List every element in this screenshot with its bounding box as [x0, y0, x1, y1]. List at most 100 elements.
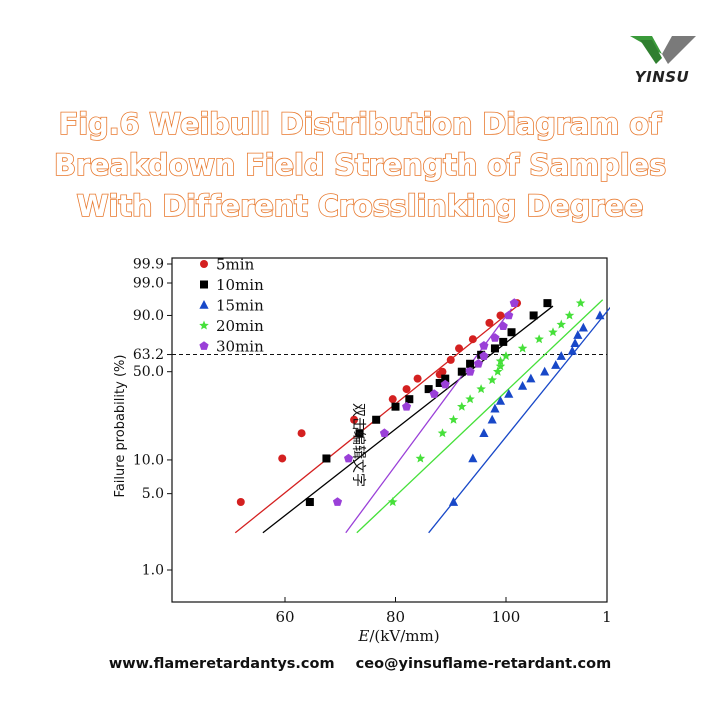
- figure-title: Fig.6 Weibull Distribution Diagram of Br…: [0, 104, 720, 227]
- yinsu-logo-mark-icon: [630, 36, 696, 64]
- data-point-15min: [556, 351, 566, 360]
- data-point-15min: [595, 310, 605, 320]
- y-tick-label: 5.0: [142, 486, 164, 502]
- data-point-5min: [413, 374, 422, 383]
- data-point-10min: [405, 395, 414, 404]
- data-point-20min: [465, 394, 475, 404]
- x-tick-label: 80: [386, 608, 405, 626]
- data-point-10min: [466, 359, 475, 368]
- data-point-5min: [446, 355, 455, 364]
- chart-legend: 5min 10min 15min 20min 30min: [199, 256, 264, 356]
- legend-marker-10min: [200, 280, 208, 289]
- data-point-5min: [350, 415, 359, 424]
- legend-label-30min: 30min: [216, 338, 264, 356]
- data-point-15min: [540, 366, 550, 376]
- weibull-chart: 1.0 5.0 10.0 50.063.2 90.0 99.0 99.9 60 80 100 120…: [113, 256, 610, 645]
- data-point-15min: [578, 322, 588, 332]
- data-point-20min: [493, 366, 503, 376]
- data-point-30min: [509, 298, 519, 307]
- data-point-10min: [499, 337, 508, 346]
- x-axis-label-unit: /(kV/mm): [369, 627, 439, 645]
- x-tick-label: 120: [602, 608, 610, 626]
- data-point-20min: [388, 497, 398, 507]
- x-axis-label: E/(kV/mm): [357, 627, 439, 645]
- y-tick-label: 10.0: [133, 452, 164, 468]
- data-point-20min: [534, 334, 544, 344]
- data-point-15min: [490, 403, 500, 413]
- data-point-20min: [457, 401, 467, 411]
- legend-label-15min: 15min: [216, 297, 264, 315]
- data-point-30min: [379, 428, 389, 438]
- title-line-2: Breakdown Field Strength of Samples: [53, 147, 667, 183]
- data-point-20min: [495, 356, 506, 366]
- data-points: [236, 298, 605, 507]
- data-point-15min: [573, 330, 583, 339]
- data-point-30min: [344, 453, 354, 463]
- y-tick-label: 99.9: [133, 257, 164, 273]
- y-axis-label: Failure probability (%): [113, 355, 128, 498]
- fit-line-30min: [345, 308, 513, 534]
- annotation-text: 双击编辑文字: [350, 403, 366, 487]
- legend-label-20min: 20min: [216, 317, 264, 335]
- data-point-20min: [415, 453, 426, 463]
- data-point-15min: [468, 453, 478, 463]
- legend-marker-15min: [199, 300, 209, 309]
- data-point-15min: [570, 338, 580, 348]
- data-point-10min: [305, 498, 314, 507]
- data-point-10min: [372, 415, 381, 424]
- data-point-20min: [448, 414, 459, 424]
- legend-label-10min: 10min: [216, 276, 264, 294]
- data-point-30min: [504, 310, 514, 320]
- data-point-5min: [297, 429, 306, 438]
- data-point-20min: [517, 343, 528, 353]
- legend-label-5min: 5min: [216, 256, 255, 274]
- data-point-5min: [236, 498, 245, 507]
- data-point-10min: [490, 344, 499, 353]
- data-point-10min: [507, 328, 516, 337]
- data-point-30min: [465, 366, 475, 376]
- data-point-20min: [548, 327, 558, 337]
- data-point-5min: [455, 344, 464, 353]
- plot-frame: [171, 257, 608, 603]
- data-point-20min: [575, 298, 586, 308]
- data-point-30min: [498, 321, 508, 330]
- y-tick-label: 63.2: [133, 347, 164, 363]
- data-point-10min: [529, 311, 538, 320]
- data-point-20min: [564, 310, 575, 320]
- chart-axes: 1.0 5.0 10.0 50.063.2 90.0 99.0 99.9 60 80 100 120: [133, 257, 610, 627]
- data-point-15min: [448, 497, 459, 506]
- data-point-30min: [490, 333, 500, 342]
- data-point-15min: [551, 360, 561, 369]
- brand-name: YINSU: [634, 68, 690, 86]
- legend-marker-30min: [199, 341, 209, 350]
- data-point-30min: [479, 341, 489, 350]
- data-point-15min: [487, 414, 497, 424]
- data-point-30min: [479, 351, 489, 360]
- data-point-15min: [495, 395, 506, 405]
- website-link[interactable]: www.flameretardantys.com: [108, 656, 335, 672]
- data-point-10min: [355, 429, 364, 438]
- data-point-10min: [441, 374, 450, 383]
- footer: www.flameretardantys.com ceo@yinsuflame-…: [0, 656, 720, 672]
- data-point-20min: [476, 384, 486, 394]
- data-point-5min: [485, 318, 494, 327]
- data-point-20min: [495, 361, 506, 371]
- data-point-15min: [517, 380, 528, 390]
- data-point-20min: [437, 428, 448, 438]
- y-tick-label: 50.0: [133, 364, 164, 380]
- data-point-5min: [438, 367, 447, 376]
- email-link[interactable]: ceo@yinsuflame-retardant.com: [355, 656, 612, 672]
- yinsu-logo: YINSU: [622, 30, 702, 92]
- data-point-10min: [322, 454, 331, 463]
- data-point-20min: [556, 319, 566, 329]
- data-point-5min: [468, 335, 477, 344]
- data-point-10min: [457, 367, 466, 376]
- legend-marker-5min: [200, 260, 208, 268]
- data-point-5min: [388, 395, 397, 404]
- data-point-20min: [487, 375, 497, 385]
- legend-marker-20min: [199, 320, 209, 330]
- data-point-30min: [440, 379, 450, 389]
- data-point-10min: [543, 299, 552, 308]
- fit-line-15min: [428, 306, 610, 534]
- data-point-5min: [402, 385, 411, 394]
